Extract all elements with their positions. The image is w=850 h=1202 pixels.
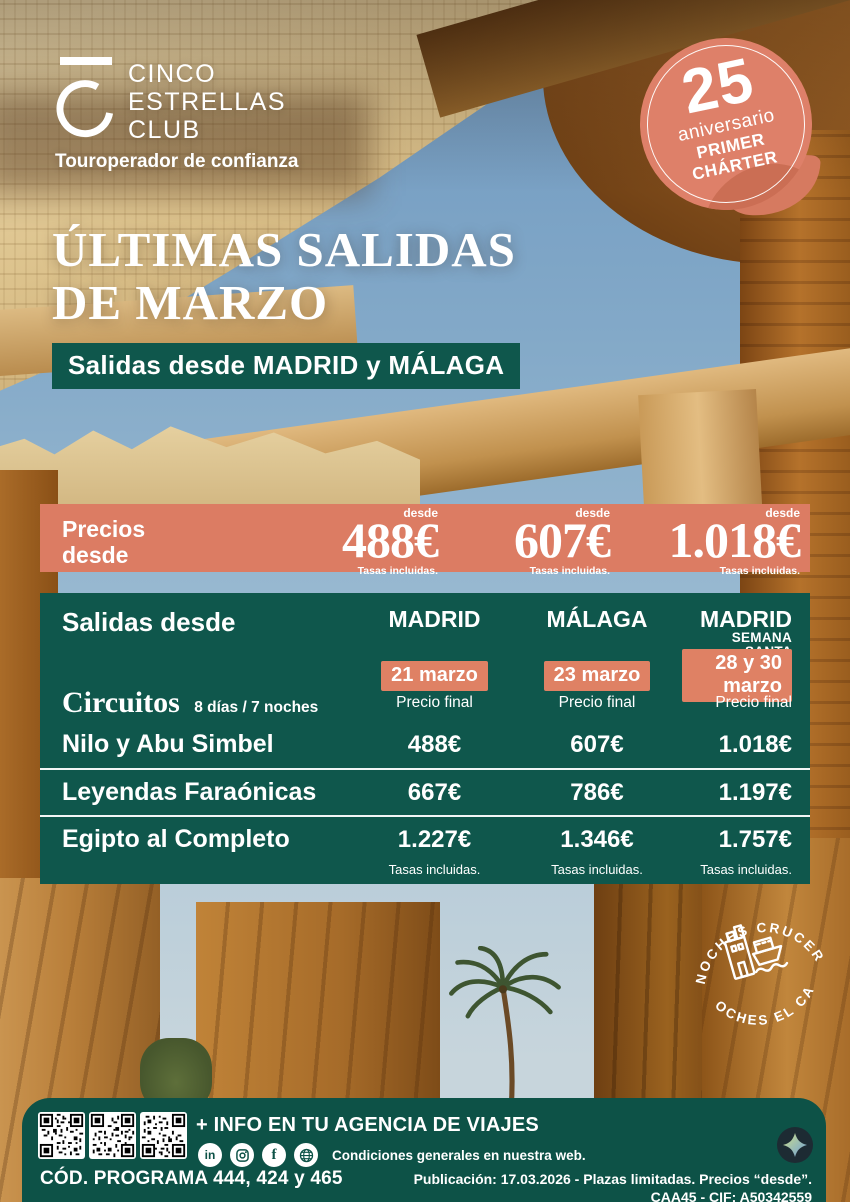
facebook-icon[interactable]: f [262,1143,286,1167]
hotel-and-cruise-icon [723,924,789,980]
brand-name: CINCO ESTRELLAS CLUB [128,60,286,144]
table-row: Leyendas Faraónicas 667€ 786€ 1.197€ [40,768,810,815]
precio-final-label: Precio final [715,694,792,711]
subtitle-banner: Salidas desde MADRID y MÁLAGA [52,343,521,389]
price-value: 1.018€ [668,512,801,568]
anniversary-badge: 25 aniversario PRIMER CHÁRTER [623,21,829,227]
publication-line-2: CAA45 - CIF: A50342559 [650,1189,812,1202]
program-code: CÓD. PROGRAMA 444, 424 y 465 [40,1168,343,1189]
price-value: 488€ [342,512,439,568]
title-line-2: DE MARZO [52,274,329,330]
circuit-price: 786€ [570,778,624,806]
table-row: Nilo y Abu Simbel 488€ 607€ 1.018€ [40,721,810,768]
column-header-malaga: MÁLAGA [546,606,648,632]
page-title: ÚLTIMAS SALIDAS DE MARZO [52,222,516,330]
circuit-price: 667€ [407,778,462,806]
social-icons-row: in f Condiciones generales en nuestra we… [198,1143,586,1167]
brand-tagline: Touroperador de confianza [55,151,299,172]
qr-code[interactable] [38,1112,85,1159]
circuits-duration: 8 días / 7 noches [194,699,319,716]
table-row: Egipto al Completo 1.227€ 1.346€ 1.757€ [40,815,810,862]
tax-note: Tasas incluidas. [719,565,800,577]
desde-label: desde [765,506,800,520]
circuit-name: Egipto al Completo [62,825,290,853]
publication-note: Publicación: 17.03.2026 - Plazas limitad… [414,1170,812,1202]
price-value: 607€ [514,512,611,568]
circuit-price: 1.757€ [718,825,792,853]
circuit-price: 1.346€ [560,825,634,853]
circuit-name: Leyendas Faraónicas [62,778,317,806]
circuit-price: 1.227€ [397,825,472,853]
column-header-madrid: MADRID [388,606,481,632]
tax-note: Tasas incluidas. [551,862,643,877]
desde-label: desde [575,506,610,520]
desde-label: desde [403,506,438,520]
circuit-price: 1.018€ [718,730,792,758]
tax-note: Tasas incluidas. [700,862,792,877]
table-header-label: Salidas desde [62,607,236,637]
precio-final-label: Precio final [558,694,636,711]
badge-circle: 25 aniversario PRIMER CHÁRTER [623,21,829,227]
title-line-1: ÚLTIMAS SALIDAS [52,222,516,277]
qr-code[interactable] [140,1112,187,1159]
brand-name-line: ESTRELLAS [128,88,287,116]
brand-logo-icon [56,57,114,138]
tax-note: Tasas incluidas. [388,862,481,877]
palm-tree [449,946,561,1110]
prices-from-bar: Precios desde desde 488€ Tasas incluidas… [40,504,810,577]
star-logo-icon [777,1127,813,1163]
circuit-price: 1.197€ [718,778,792,806]
price-from-madrid-ss: desde 1.018€ Tasas incluidas. [669,507,801,577]
footer: + INFO EN TU AGENCIA DE VIAJES in f Cond… [22,1098,826,1202]
date-chip: 23 marzo [543,660,651,691]
prices-from-label: Precios desde [62,516,146,569]
condiciones-text: Condiciones generales en nuestra web. [332,1147,586,1163]
price-from-malaga: desde 607€ Tasas incluidas. [514,506,611,577]
price-from-madrid: desde 488€ Tasas incluidas. [342,506,439,577]
circuits-label: Circuitos [62,686,180,719]
date-chip: 21 marzo [381,660,488,691]
footer-info-text: + INFO EN TU AGENCIA DE VIAJES [196,1114,539,1136]
tax-note: Tasas incluidas. [529,565,610,577]
instagram-icon[interactable] [230,1143,254,1167]
publication-line-1: Publicación: 17.03.2026 - Plazas limitad… [413,1171,812,1187]
circuit-name: Nilo y Abu Simbel [62,730,274,758]
city-name: MADRID [700,606,792,632]
circuit-price: 488€ [407,730,462,758]
price-table: Salidas desde MADRID MÁLAGA MADRID SEMAN… [40,593,810,884]
web-globe-icon[interactable] [294,1143,318,1167]
qr-code[interactable] [89,1112,136,1159]
date-chip: 28 y 30 marzo [682,649,792,702]
precio-final-label: Precio final [396,694,473,711]
linkedin-icon[interactable]: in [198,1143,222,1167]
brand-name-line: CLUB [128,116,201,144]
brand-name-line: CINCO [128,60,217,88]
nights-stamp: 4 NOCHES CRUCERO 3 NOCHES EL CAIRO [667,868,829,1044]
tax-note: Tasas incluidas. [357,565,438,577]
circuit-price: 607€ [570,730,624,758]
circuits-heading: Circuitos 8 días / 7 noches [62,686,357,720]
